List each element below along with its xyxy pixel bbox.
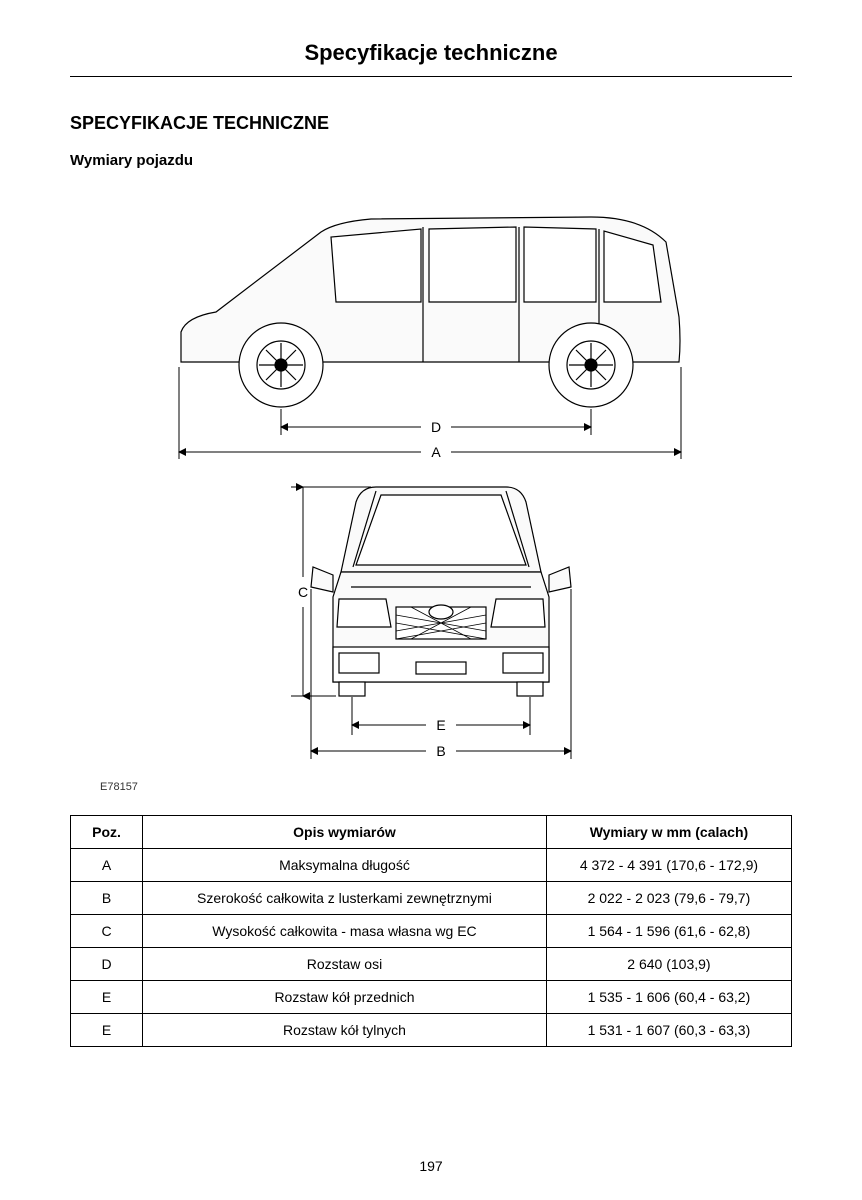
table-row: B Szerokość całkowita z lusterkami zewnę… — [71, 882, 792, 915]
cell-wym: 1 531 - 1 607 (60,3 - 63,3) — [546, 1014, 791, 1047]
cell-opis: Rozstaw osi — [143, 948, 547, 981]
table-header-row: Poz. Opis wymiarów Wymiary w mm (calach) — [71, 816, 792, 849]
col-header-poz: Poz. — [71, 816, 143, 849]
cell-wym: 1 535 - 1 606 (60,4 - 63,2) — [546, 981, 791, 1014]
dimensions-table: Poz. Opis wymiarów Wymiary w mm (calach)… — [70, 815, 792, 1047]
cell-wym: 2 640 (103,9) — [546, 948, 791, 981]
cell-poz: A — [71, 849, 143, 882]
dim-label-a: A — [431, 444, 441, 460]
cell-opis: Rozstaw kół tylnych — [143, 1014, 547, 1047]
page-number: 197 — [0, 1158, 862, 1174]
subheading: Wymiary pojazdu — [70, 152, 792, 169]
section-heading: SPECYFIKACJE TECHNICZNE — [70, 113, 792, 134]
table-row: E Rozstaw kół przednich 1 535 - 1 606 (6… — [71, 981, 792, 1014]
cell-opis: Wysokość całkowita - masa własna wg EC — [143, 915, 547, 948]
page-title: Specyfikacje techniczne — [70, 40, 792, 77]
cell-opis: Szerokość całkowita z lusterkami zewnętr… — [143, 882, 547, 915]
figure-id: E78157 — [100, 781, 138, 793]
dim-label-c: C — [298, 584, 308, 600]
cell-poz: E — [71, 981, 143, 1014]
col-header-wym: Wymiary w mm (calach) — [546, 816, 791, 849]
table-row: C Wysokość całkowita - masa własna wg EC… — [71, 915, 792, 948]
front-view-svg: C E B — [221, 467, 641, 777]
dim-label-e: E — [436, 717, 445, 733]
cell-poz: E — [71, 1014, 143, 1047]
table-row: A Maksymalna długość 4 372 - 4 391 (170,… — [71, 849, 792, 882]
cell-poz: B — [71, 882, 143, 915]
cell-wym: 4 372 - 4 391 (170,6 - 172,9) — [546, 849, 791, 882]
vehicle-diagram: D A — [70, 187, 792, 807]
cell-poz: C — [71, 915, 143, 948]
col-header-opis: Opis wymiarów — [143, 816, 547, 849]
cell-poz: D — [71, 948, 143, 981]
page: Specyfikacje techniczne SPECYFIKACJE TEC… — [0, 0, 862, 1200]
side-view-svg: D A — [121, 187, 741, 467]
cell-opis: Rozstaw kół przednich — [143, 981, 547, 1014]
cell-wym: 2 022 - 2 023 (79,6 - 79,7) — [546, 882, 791, 915]
dim-label-d: D — [431, 419, 441, 435]
table-row: D Rozstaw osi 2 640 (103,9) — [71, 948, 792, 981]
cell-opis: Maksymalna długość — [143, 849, 547, 882]
table-row: E Rozstaw kół tylnych 1 531 - 1 607 (60,… — [71, 1014, 792, 1047]
cell-wym: 1 564 - 1 596 (61,6 - 62,8) — [546, 915, 791, 948]
dim-label-b: B — [436, 743, 445, 759]
table-body: A Maksymalna długość 4 372 - 4 391 (170,… — [71, 849, 792, 1047]
